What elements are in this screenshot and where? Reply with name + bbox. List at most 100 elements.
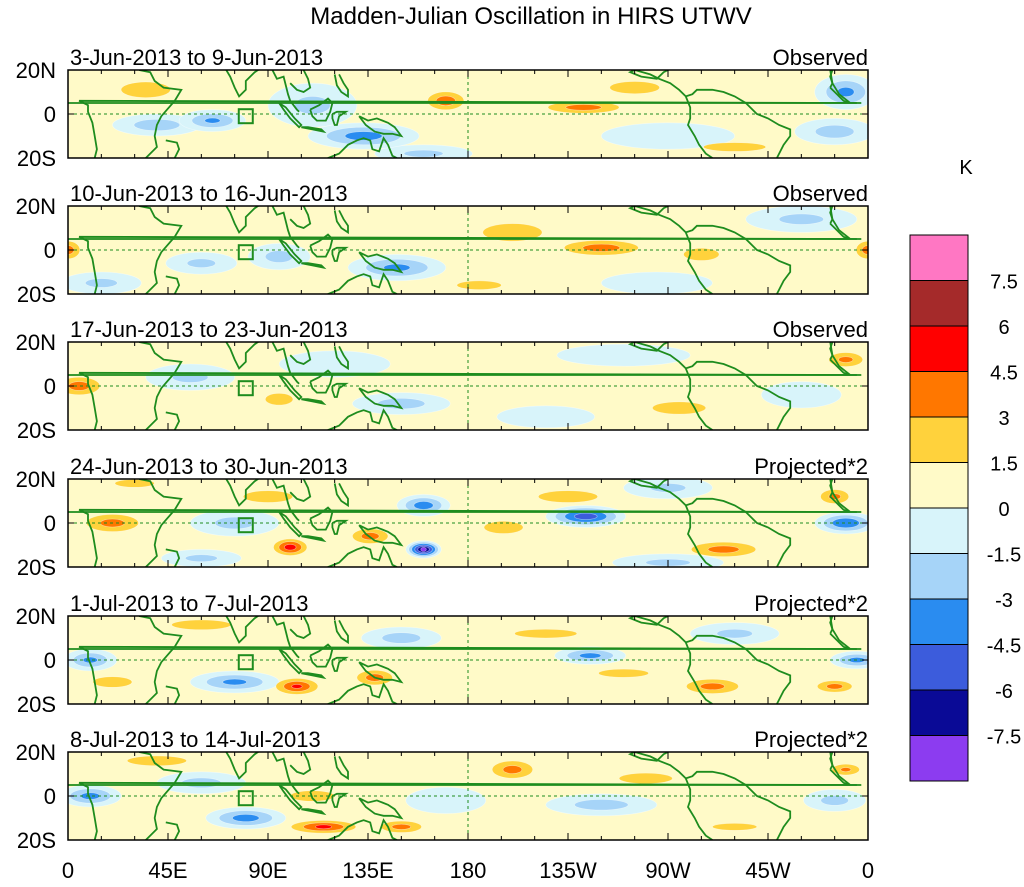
y-tick-label: 0: [44, 102, 56, 127]
anomaly-contour: [413, 501, 434, 510]
y-tick-label: 20N: [16, 467, 56, 492]
map-panel-3: 20N 0 20S 17-Jun-2013 to 23-Jun-2013 Observe…: [16, 317, 869, 443]
coastline: [194, 479, 260, 507]
coastline: [138, 752, 183, 840]
anomaly-contour: [703, 142, 767, 152]
coastline: [289, 479, 312, 502]
panel-date-range: 10-Jun-2013 to 16-Jun-2013: [70, 181, 348, 206]
colorbar-box: [909, 416, 969, 463]
coastline: [68, 222, 857, 240]
anomaly-contour: [204, 117, 221, 124]
anomaly-field: [68, 752, 868, 840]
index-box-marker: [237, 790, 254, 807]
anomaly-contour: [618, 772, 673, 784]
y-tick-label: 0: [44, 784, 56, 809]
map-panel-4: 20N 0 20S 24-Jun-2013 to 30-Jun-2013 Project…: [16, 454, 869, 580]
coastline: [627, 752, 671, 762]
coastline: [289, 70, 312, 93]
anomaly-contour: [579, 652, 602, 659]
coastline: [194, 70, 260, 98]
anomaly-contour: [574, 799, 629, 811]
panel-type-label: Observed: [773, 181, 868, 206]
colorbar-box: [909, 507, 969, 554]
colorbar-level-label: -7.5: [987, 727, 1021, 749]
coastline: [68, 632, 857, 650]
anomaly-contour: [405, 786, 487, 814]
coastline: [829, 752, 834, 771]
coastline: [333, 345, 349, 371]
coastline: [271, 70, 300, 113]
panel-date-range: 8-Jul-2013 to 14-Jul-2013: [70, 727, 321, 752]
panel-date-range: 3-Jun-2013 to 9-Jun-2013: [70, 45, 323, 70]
coastline: [684, 232, 713, 294]
anomaly-contour: [483, 520, 524, 534]
coastlines: [68, 206, 862, 294]
coastline: [289, 206, 312, 229]
coastline: [194, 206, 260, 234]
coastlines: [68, 752, 862, 840]
colorbar-box: [909, 735, 969, 782]
anomaly-contour: [716, 628, 753, 639]
coastline: [684, 96, 713, 158]
anomaly-contour: [222, 678, 247, 686]
coastline: [634, 206, 792, 294]
coastline: [627, 206, 671, 216]
y-tick-label: 20S: [17, 828, 56, 853]
panel-date-range: 17-Jun-2013 to 23-Jun-2013: [70, 317, 348, 342]
coastline: [684, 642, 713, 704]
coastline: [278, 238, 303, 265]
coastline: [326, 818, 398, 840]
anomaly-contour: [85, 278, 118, 288]
colorbar-level-label: -3: [995, 590, 1013, 612]
y-tick-label: 0: [44, 238, 56, 263]
coastline: [278, 374, 303, 401]
coastline: [289, 752, 312, 775]
anomaly-contour: [840, 767, 852, 772]
anomaly-contour: [609, 81, 660, 95]
anomaly-contour: [185, 554, 218, 563]
colorbar-box: [909, 689, 969, 736]
coastline: [358, 524, 404, 547]
coastline: [358, 115, 404, 138]
y-tick-label: 20S: [17, 692, 56, 717]
coastlines: [68, 479, 862, 567]
coastline: [634, 479, 792, 567]
coastline: [326, 408, 398, 430]
colorbar-box: [909, 280, 969, 327]
coastline: [301, 535, 327, 543]
x-tick-label: 45E: [148, 858, 187, 883]
colorbar-level-label: 0: [998, 499, 1009, 521]
anomaly-field: [68, 479, 868, 567]
coastline: [829, 616, 834, 635]
colorbar-level-label: 3: [998, 408, 1009, 430]
coastline: [289, 616, 312, 639]
panel-type-label: Projected*2: [754, 727, 868, 752]
panel-date-range: 1-Jul-2013 to 7-Jul-2013: [70, 591, 308, 616]
index-box-marker: [237, 244, 254, 261]
coastlines: [68, 616, 862, 704]
map-panel-1: 20N 0 20S 3-Jun-2013 to 9-Jun-2013 Observed: [16, 45, 869, 171]
coastline: [829, 479, 834, 498]
anomaly-contour: [601, 122, 735, 150]
anomaly-contour: [186, 258, 216, 268]
colorbar-level-label: 1.5: [990, 454, 1018, 476]
coastline: [278, 648, 303, 675]
anomaly-contour: [815, 124, 855, 139]
coastline: [194, 752, 260, 780]
panel-type-label: Observed: [773, 317, 868, 342]
colorbar-level-label: -4.5: [987, 636, 1021, 658]
panel-date-range: 24-Jun-2013 to 30-Jun-2013: [70, 454, 348, 479]
coastline: [627, 479, 671, 489]
coastline: [165, 548, 181, 567]
coastline: [634, 342, 792, 430]
coastline: [333, 619, 349, 645]
coastline: [634, 70, 792, 158]
anomaly-contour: [403, 149, 444, 158]
anomaly-contour: [712, 822, 758, 831]
coastline: [331, 519, 349, 535]
anomaly-contour: [482, 223, 543, 242]
index-box-marker: [237, 654, 254, 671]
anomaly-contour: [514, 628, 578, 639]
colorbar-box: [909, 598, 969, 645]
